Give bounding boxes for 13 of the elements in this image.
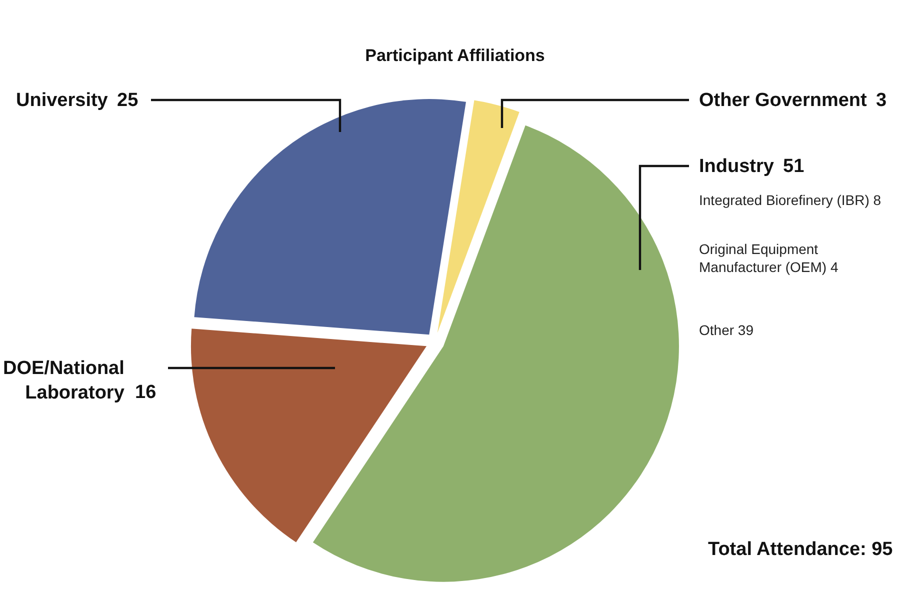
data-label: 3 [876,90,887,111]
slice-label: Other Government [699,90,868,111]
chart-title: Participant Affiliations [365,46,545,65]
slice-label: DOE/National Laboratory [3,358,125,404]
slice-label: University [16,90,108,111]
data-label: 16 [135,382,156,403]
slice-label: Industry [699,156,774,177]
text: Other 39 [699,322,754,338]
text: Total Attendance: 95 [708,539,894,560]
text: Original Equipment Manufacturer (OEM) 4 [699,241,838,276]
data-label: 25 [117,90,139,111]
text: Integrated Biorefinery (IBR) 8 [699,192,882,208]
data-label: 51 [783,156,805,177]
